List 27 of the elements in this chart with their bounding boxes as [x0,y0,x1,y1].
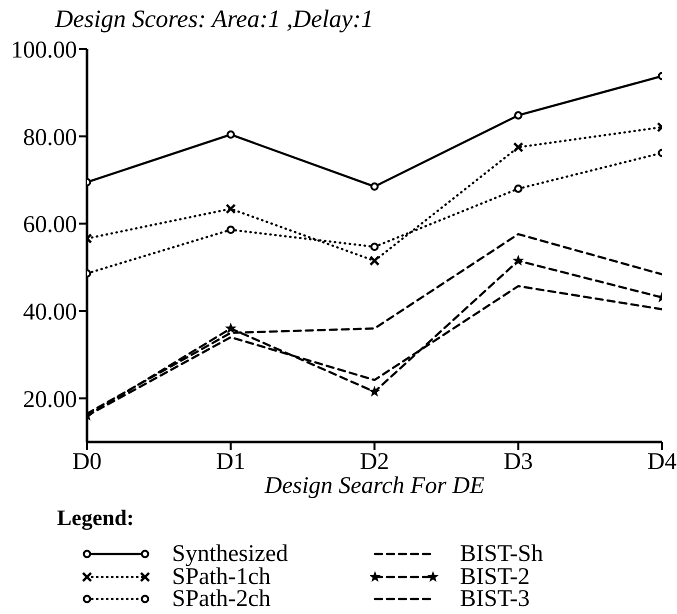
y-tick-label: 40.00 [23,300,77,326]
x-tick-label: D0 [72,449,102,476]
point [226,130,235,139]
x-tick-label: D4 [647,449,677,476]
point [514,111,522,120]
y-tick-label: 60.00 [23,212,77,238]
point [226,226,235,234]
point [226,204,236,214]
x-tick-label: D2 [360,449,390,476]
x-axis-title: Design Search For DE [264,473,484,499]
point [368,386,380,397]
point [514,184,522,193]
legend-title: Legend: [57,505,135,531]
point [370,242,379,252]
chart-title: Design Scores: Area:1 ,Delay:1 [55,6,374,34]
point [512,254,524,266]
x-tick-label: D3 [504,449,533,476]
point [369,256,380,266]
y-tick-label: 100.00 [11,38,77,64]
y-tick-label: 20.00 [23,386,77,413]
y-tick-label: 80.00 [23,124,77,151]
point [370,182,379,191]
legend-label: SPath-2ch [172,586,271,612]
point [225,322,236,334]
x-tick-label: D1 [216,449,246,476]
point [513,142,524,152]
legend-label: Synthesized [172,541,288,568]
